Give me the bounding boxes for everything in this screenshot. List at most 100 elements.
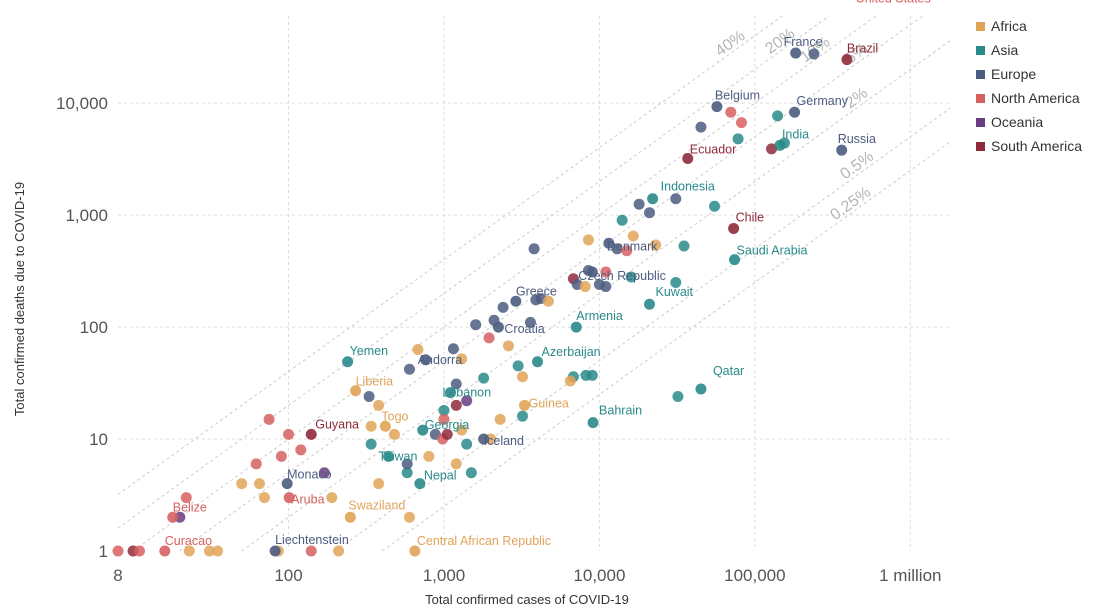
- country-label: Liberia: [356, 375, 394, 389]
- country-label: Belgium: [715, 89, 760, 103]
- data-point: [483, 332, 495, 344]
- data-point: [728, 222, 740, 234]
- legend-swatch: [976, 46, 985, 55]
- data-point: [644, 298, 656, 310]
- data-point: [326, 492, 338, 504]
- cfr-line: [335, 107, 951, 552]
- data-point: [112, 545, 124, 557]
- data-point: [570, 321, 582, 333]
- country-label: Taiwan: [379, 449, 418, 463]
- x-tick-label: 8: [113, 566, 122, 585]
- data-point: [342, 356, 354, 368]
- country-label: Russia: [838, 132, 876, 146]
- data-point: [510, 295, 522, 307]
- data-point: [516, 371, 528, 383]
- grid-layer: [118, 16, 950, 551]
- data-point: [711, 101, 723, 113]
- data-point: [519, 399, 531, 411]
- country-label: Croatia: [504, 322, 544, 336]
- data-point: [269, 545, 281, 557]
- country-label: Kuwait: [656, 285, 694, 299]
- data-point: [532, 356, 544, 368]
- data-point: [388, 428, 400, 440]
- x-axis-title: Total confirmed cases of COVID-19: [425, 592, 629, 607]
- data-point: [633, 198, 645, 210]
- y-axis-title: Total confirmed deaths due to COVID-19: [12, 182, 27, 416]
- y-tick-label: 1: [99, 542, 108, 561]
- data-point: [695, 121, 707, 133]
- legend-swatch: [976, 70, 985, 79]
- data-point: [478, 433, 490, 445]
- data-point: [772, 110, 784, 122]
- data-point: [470, 319, 482, 331]
- data-point: [587, 417, 599, 429]
- data-point: [401, 467, 413, 479]
- data-point: [725, 106, 737, 118]
- legend-label: North America: [991, 90, 1080, 106]
- data-point: [600, 281, 612, 293]
- cfr-line: [117, 15, 830, 529]
- data-point: [447, 343, 459, 355]
- data-point: [283, 428, 295, 440]
- country-label: Andorra: [418, 353, 463, 367]
- data-point: [586, 369, 598, 381]
- data-point: [444, 387, 456, 399]
- data-point: [709, 200, 721, 212]
- y-tick-label: 1,000: [65, 206, 108, 225]
- x-tick-label: 100: [274, 566, 302, 585]
- data-point: [350, 385, 362, 397]
- cfr-line: [241, 40, 951, 552]
- data-point: [456, 353, 468, 365]
- data-point: [450, 399, 462, 411]
- data-point: [438, 413, 450, 425]
- country-label: Saudi Arabia: [737, 244, 808, 258]
- data-point: [616, 214, 628, 226]
- legend-label: Asia: [991, 42, 1018, 58]
- data-point: [450, 458, 462, 470]
- country-label: Monaco: [287, 468, 332, 482]
- data-point: [450, 378, 462, 390]
- data-point: [644, 207, 656, 219]
- country-label: India: [782, 127, 809, 141]
- data-point: [344, 511, 356, 523]
- data-point: [582, 234, 594, 246]
- data-point: [258, 492, 270, 504]
- country-label: Guinea: [529, 396, 569, 410]
- country-label: Yemen: [350, 344, 389, 358]
- data-point: [379, 420, 391, 432]
- data-point: [735, 117, 747, 129]
- y-tick-label: 10,000: [56, 94, 108, 113]
- data-point: [333, 545, 345, 557]
- data-point: [627, 230, 639, 242]
- data-point: [670, 277, 682, 289]
- data-point: [159, 545, 171, 557]
- data-point: [461, 395, 473, 407]
- legend-swatch: [976, 142, 985, 151]
- legend-label: South America: [991, 138, 1082, 154]
- data-point: [774, 139, 786, 151]
- data-point: [363, 390, 375, 402]
- data-point: [512, 360, 524, 372]
- data-point: [403, 511, 415, 523]
- data-point: [836, 144, 848, 156]
- axis-ticks: 8 100 1,000 10,000 100,000 1 million 1 10 100 1,0…: [56, 94, 941, 585]
- y-tick-label: 100: [80, 318, 108, 337]
- data-point: [808, 48, 820, 60]
- country-label: France: [784, 35, 823, 49]
- data-point: [167, 511, 179, 523]
- country-label: Central African Republic: [417, 534, 551, 548]
- country-label: Lebanon: [442, 386, 491, 400]
- data-point: [492, 321, 504, 333]
- data-point: [423, 450, 435, 462]
- data-point: [682, 153, 694, 165]
- country-label: Iceland: [484, 434, 524, 448]
- cfr-line: [117, 15, 783, 495]
- data-point: [403, 363, 415, 375]
- data-point: [766, 143, 778, 155]
- data-point: [183, 545, 195, 557]
- data-point: [305, 545, 317, 557]
- data-point: [373, 478, 385, 490]
- legend-label: Europe: [991, 66, 1036, 82]
- country-label: Qatar: [713, 364, 744, 378]
